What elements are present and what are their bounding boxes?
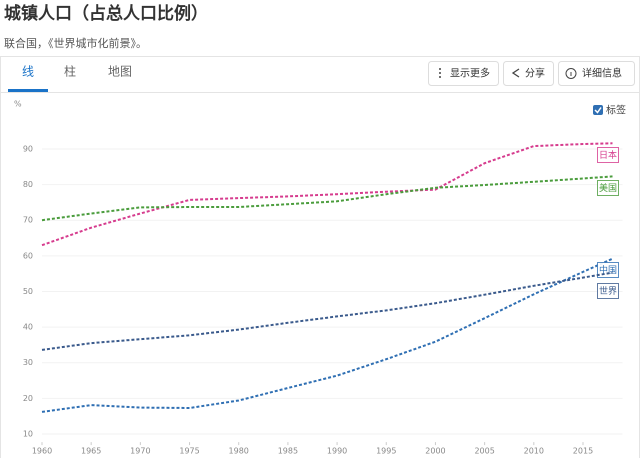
series-line xyxy=(41,257,613,413)
series-line xyxy=(41,175,613,222)
x-tick-label: 2000 xyxy=(425,447,445,456)
series-line xyxy=(41,142,613,247)
page-title: 城镇人口（占总人口比例） xyxy=(4,3,208,24)
y-tick-label: 30 xyxy=(23,358,33,367)
y-axis-label: % xyxy=(14,100,22,109)
checkbox-label: 标签 xyxy=(606,104,626,117)
icon xyxy=(439,72,441,74)
active-tab-indicator xyxy=(8,89,48,92)
x-tick-label: 2005 xyxy=(474,447,494,456)
x-tick-label: 2015 xyxy=(573,447,593,456)
button-frame xyxy=(503,61,554,86)
button-label: 显示更多 xyxy=(450,67,490,80)
checkmark xyxy=(594,107,602,114)
button-label: 详细信息 xyxy=(582,67,622,80)
tab[interactable]: 线 xyxy=(22,65,34,79)
y-tick-label: 10 xyxy=(23,429,33,438)
x-tick-label: 1975 xyxy=(179,447,199,456)
x-tick-label: 1960 xyxy=(32,447,52,456)
source-note: 联合国，《世界城市化前景》。 xyxy=(4,36,147,50)
y-tick-label: 50 xyxy=(23,287,33,296)
y-tick-label: 80 xyxy=(23,180,33,189)
tab[interactable]: 柱 xyxy=(64,64,76,79)
button-frame xyxy=(428,61,499,86)
x-tick-label: 2010 xyxy=(524,447,544,456)
x-tick-label: 1985 xyxy=(278,447,298,456)
button-label: 分享 xyxy=(525,67,545,80)
icon xyxy=(439,68,441,70)
x-tick-label: 1995 xyxy=(376,447,396,456)
details-button[interactable]: 详细信息 xyxy=(558,61,635,86)
button-frame xyxy=(558,61,635,86)
series-tag-box xyxy=(597,180,619,196)
series-tag: 世界 xyxy=(599,285,617,297)
checkbox xyxy=(593,105,603,115)
series-tag-box xyxy=(597,147,619,163)
y-tick-label: 90 xyxy=(23,144,33,153)
panel xyxy=(0,56,640,458)
y-tick-label: 70 xyxy=(23,216,33,225)
series-tag-box xyxy=(597,283,619,299)
y-tick-label: 60 xyxy=(23,251,33,260)
x-tick-label: 1990 xyxy=(327,447,347,456)
y-tick-label: 40 xyxy=(23,323,33,332)
series-tag: 日本 xyxy=(599,149,617,161)
series-line xyxy=(41,271,613,351)
series-tag: 美国 xyxy=(599,182,617,194)
label-toggle[interactable]: 标签 xyxy=(593,104,626,117)
x-tick-label: 1980 xyxy=(229,447,249,456)
x-tick-label: 1970 xyxy=(130,447,150,456)
icon xyxy=(565,68,577,79)
more-button[interactable]: 显示更多 xyxy=(428,61,499,86)
share-button[interactable]: 分享 xyxy=(503,61,554,86)
icon xyxy=(439,76,441,78)
x-tick-label: 1965 xyxy=(81,447,101,456)
y-tick-label: 20 xyxy=(23,394,33,403)
tab[interactable]: 地图 xyxy=(108,65,132,79)
icon xyxy=(511,68,520,78)
